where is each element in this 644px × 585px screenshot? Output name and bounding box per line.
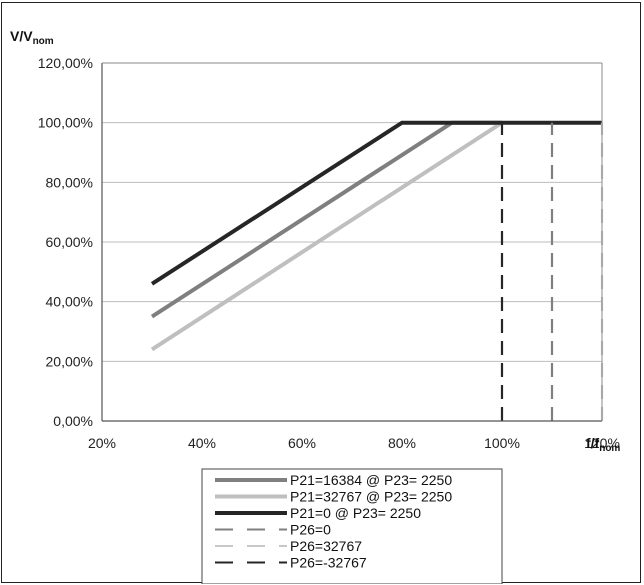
x-tick-label: 20% bbox=[88, 435, 116, 451]
x-axis-title: f/fnom bbox=[586, 435, 620, 454]
x-tick-label: 100% bbox=[484, 435, 520, 451]
y-axis-title: V/Vnom bbox=[10, 28, 54, 47]
y-tick-label: 40,00% bbox=[46, 294, 93, 310]
legend-label-6: P26=-32767 bbox=[290, 555, 367, 571]
series-line-1 bbox=[150, 120, 502, 319]
y-tick-label: 60,00% bbox=[46, 234, 93, 250]
legend-label-3: P21=0 @ P23= 2250 bbox=[290, 505, 421, 521]
x-tick-label: 120% bbox=[584, 435, 620, 451]
y-tick-label: 20,00% bbox=[46, 353, 93, 369]
legend-label-5: P26=32767 bbox=[290, 538, 362, 554]
x-tick-label: 60% bbox=[288, 435, 316, 451]
x-axis-title-sub: nom bbox=[599, 443, 620, 454]
legend-label-1: P21=16384 @ P23= 2250 bbox=[290, 472, 452, 488]
x-axis-title-main: f/f bbox=[586, 435, 600, 451]
y-axis-title-sub: nom bbox=[33, 36, 54, 47]
y-axis-title-main: V/V bbox=[10, 28, 33, 44]
y-tick-label: 120,00% bbox=[38, 55, 93, 71]
x-tick-label: 80% bbox=[388, 435, 416, 451]
series-lines bbox=[150, 120, 604, 421]
y-tick-label: 100,00% bbox=[38, 115, 93, 131]
legend-label-4: P26=0 bbox=[290, 522, 331, 538]
chart-svg: 0,00% 20,00% 40,00% 60,00% 80,00% 100,00% 120,… bbox=[10, 28, 620, 584]
y-tick-label: 80,00% bbox=[46, 174, 93, 190]
axes bbox=[101, 62, 603, 422]
y-tick-labels: 0,00% 20,00% 40,00% 60,00% 80,00% 100,00% 120,… bbox=[38, 55, 93, 429]
series-line-3 bbox=[150, 120, 602, 286]
x-tick-label: 40% bbox=[188, 435, 216, 451]
y-tick-label: 0,00% bbox=[53, 413, 93, 429]
grid bbox=[102, 62, 602, 362]
legend-label-2: P21=32767 @ P23= 2250 bbox=[290, 489, 452, 505]
series-line-2 bbox=[150, 121, 504, 352]
legend-box bbox=[201, 468, 503, 584]
x-tick-labels: 20% 40% 60% 80% 100% 120% bbox=[88, 435, 620, 451]
